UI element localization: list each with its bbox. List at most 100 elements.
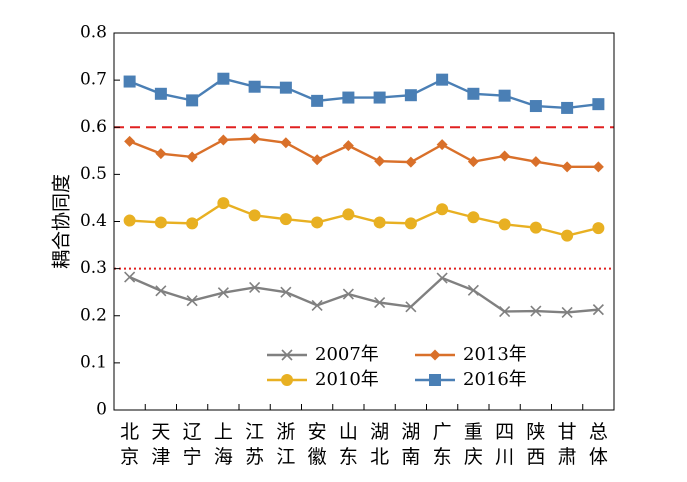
x-tick-label: 辽宁 — [183, 421, 202, 468]
x-tick-label: 陕西 — [526, 421, 545, 468]
x-tick-label-line: 宁 — [183, 446, 202, 468]
data-point-circle — [373, 216, 386, 229]
series-3 — [123, 72, 605, 114]
y-tick-label: 0.5 — [80, 164, 107, 184]
data-point-circle — [436, 203, 449, 216]
series-2 — [123, 197, 605, 242]
data-point-circle — [281, 374, 293, 386]
data-point-circle — [529, 221, 542, 234]
x-tick-label-line: 津 — [151, 446, 170, 468]
data-point-circle — [123, 214, 136, 227]
data-point-diamond — [374, 155, 386, 167]
x-tick-label-line: 北 — [120, 421, 139, 443]
y-tick-label: 0.4 — [80, 211, 107, 231]
data-point-diamond — [311, 154, 323, 166]
data-point-square — [311, 94, 324, 107]
data-point-diamond — [499, 150, 511, 162]
x-tick-label: 上海 — [214, 421, 233, 468]
data-point-circle — [342, 208, 355, 221]
x-tick-label-line: 南 — [401, 446, 420, 468]
x-tick-label: 天津 — [151, 421, 170, 468]
x-tick-label: 湖南 — [401, 421, 420, 468]
y-tick-label: 0.2 — [80, 305, 107, 325]
data-point-diamond — [280, 137, 292, 149]
data-point-circle — [404, 217, 417, 230]
data-point-circle — [311, 216, 324, 229]
x-tick-label-line: 陕 — [526, 421, 545, 443]
series-layer — [123, 72, 605, 319]
x-tick-label-line: 总 — [589, 421, 608, 443]
data-point-x — [592, 304, 604, 316]
data-point-x — [467, 284, 479, 296]
x-tick-label-line: 辽 — [183, 421, 202, 443]
x-tick-label: 甘肃 — [558, 421, 577, 468]
data-point-square — [123, 75, 136, 88]
x-tick-label-line: 重 — [464, 421, 483, 443]
y-axis: 0 0.1 0.2 0.3 0.4 0.5 0.6 0.7 0.8 — [80, 23, 120, 420]
data-point-diamond — [561, 161, 573, 173]
data-point-x — [124, 271, 136, 283]
data-point-square — [186, 94, 199, 107]
data-point-diamond — [217, 134, 229, 146]
x-tick-label-line: 东 — [433, 446, 452, 468]
data-point-circle — [592, 222, 605, 235]
data-point-square — [248, 80, 261, 93]
data-point-x — [405, 301, 417, 313]
reference-lines — [114, 126, 614, 270]
x-tick-label-line: 肃 — [558, 446, 577, 468]
y-tick-label: 0.3 — [80, 258, 107, 278]
series-line — [129, 201, 599, 237]
x-tick-label: 山东 — [339, 421, 358, 468]
x-tick-label-line: 海 — [214, 446, 233, 468]
x-tick-label-line: 江 — [276, 446, 295, 468]
data-point-diamond — [592, 161, 604, 173]
y-axis-label: 耦合协同度 — [51, 174, 73, 269]
legend-label: 2013年 — [463, 344, 527, 365]
data-point-diamond — [155, 148, 167, 160]
data-point-square — [467, 87, 480, 100]
x-tick-label: 湖北 — [370, 421, 389, 468]
x-tick-label-line: 苏 — [245, 446, 264, 468]
data-point-x — [561, 306, 573, 319]
y-tick-label: 0.1 — [80, 352, 107, 372]
data-point-diamond — [405, 156, 417, 168]
series-line — [129, 276, 599, 314]
data-point-x — [186, 295, 198, 307]
x-tick-label: 重庆 — [464, 421, 483, 468]
data-point-circle — [186, 217, 199, 230]
x-tick-label-line: 上 — [214, 421, 233, 443]
data-point-x — [217, 287, 229, 299]
x-tick-label-line: 山 — [339, 421, 358, 443]
data-point-square — [279, 81, 292, 94]
y-tick-label: 0.7 — [80, 70, 107, 90]
data-point-circle — [467, 211, 480, 224]
x-tick-label-line: 西 — [526, 446, 545, 468]
x-tick-label-line: 东 — [339, 446, 358, 468]
series-line — [129, 77, 599, 110]
x-tick-label: 四川 — [495, 421, 514, 468]
x-tick-label-line: 北 — [370, 446, 389, 468]
x-tick-label: 北京 — [120, 421, 139, 468]
legend: 2007年 2013年 2010年 2016年 — [267, 344, 527, 390]
data-point-circle — [154, 216, 167, 229]
data-point-circle — [279, 213, 292, 226]
data-point-square — [498, 89, 511, 102]
data-point-square — [373, 91, 386, 104]
legend-item: 2016年 — [415, 369, 527, 390]
data-point-diamond — [429, 349, 441, 361]
x-tick-label-line: 浙 — [276, 421, 295, 443]
x-tick-label-line: 四 — [495, 421, 514, 443]
x-tick-label-line: 广 — [433, 421, 452, 443]
data-point-square — [154, 87, 167, 100]
x-tick-label-line: 甘 — [558, 421, 577, 443]
series-line — [129, 137, 599, 169]
data-point-x — [280, 286, 292, 298]
data-point-square — [217, 72, 230, 85]
data-point-diamond — [530, 156, 542, 168]
data-point-diamond — [124, 135, 136, 147]
y-tick-label: 0.6 — [80, 117, 107, 137]
legend-item: 2013年 — [415, 344, 527, 365]
series-1 — [124, 133, 604, 173]
